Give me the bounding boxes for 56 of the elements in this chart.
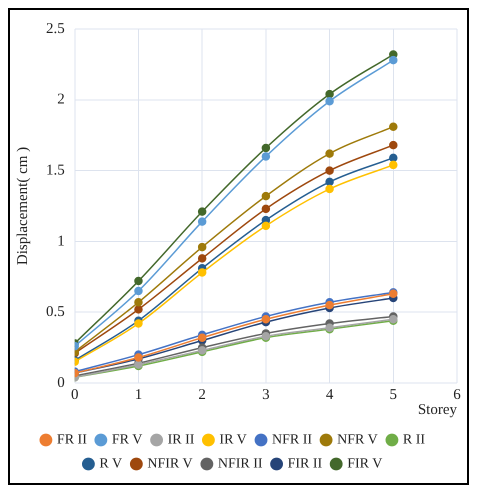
legend-label: R V — [99, 456, 122, 472]
point — [262, 204, 270, 214]
point — [134, 319, 143, 328]
x-tick-label: 2 — [198, 386, 206, 403]
point — [389, 56, 398, 64]
point — [325, 166, 334, 175]
legend-label: FR V — [112, 432, 142, 448]
point — [325, 90, 334, 98]
y-tick-label: 0.5 — [46, 304, 65, 320]
legend-label: IR II — [168, 432, 195, 448]
point — [262, 152, 270, 161]
legend-label: IR V — [219, 432, 247, 448]
y-axis-title: Displacement( cm ) — [14, 146, 31, 266]
point — [389, 154, 398, 162]
y-tick-label: 0 — [57, 374, 65, 391]
point — [262, 192, 270, 200]
x-tick-label: 5 — [390, 386, 398, 403]
x-tick-label: 1 — [134, 386, 142, 403]
point — [325, 178, 334, 186]
y-tick-label: 2.5 — [46, 20, 65, 37]
legend-label: FR II — [56, 432, 88, 448]
x-tick-label: 4 — [326, 386, 334, 403]
point — [325, 300, 334, 310]
point — [198, 242, 206, 252]
legend-label: NFR II — [272, 432, 312, 448]
y-tick-label: 2 — [57, 92, 65, 108]
point — [262, 144, 270, 152]
point — [198, 217, 206, 226]
point — [389, 140, 398, 150]
point — [198, 254, 206, 263]
x-tick-label: 3 — [262, 386, 270, 403]
x-tick-label: 0 — [71, 386, 78, 403]
legend-label: FIR II — [288, 456, 323, 472]
y-tick-label: 1 — [57, 233, 65, 250]
point — [389, 122, 398, 131]
point — [198, 268, 206, 277]
legend-label: NFIR II — [218, 456, 263, 472]
point — [198, 333, 206, 342]
point — [198, 207, 206, 216]
point — [134, 298, 143, 307]
legend-label: FIR V — [347, 456, 382, 472]
point — [134, 286, 143, 296]
y-tick-label: 1.5 — [46, 162, 65, 179]
point — [389, 160, 398, 170]
point — [325, 184, 334, 194]
point — [262, 315, 270, 324]
legend-label: NFIR V — [147, 456, 193, 472]
point — [325, 149, 334, 158]
x-axis-title: Storey — [418, 402, 458, 418]
legend-label: R II — [402, 432, 426, 448]
point — [325, 96, 334, 106]
x-tick-label: 6 — [453, 386, 462, 403]
point — [262, 222, 270, 230]
legend-label: NFR V — [337, 432, 378, 448]
point — [134, 305, 143, 314]
point — [134, 276, 143, 286]
